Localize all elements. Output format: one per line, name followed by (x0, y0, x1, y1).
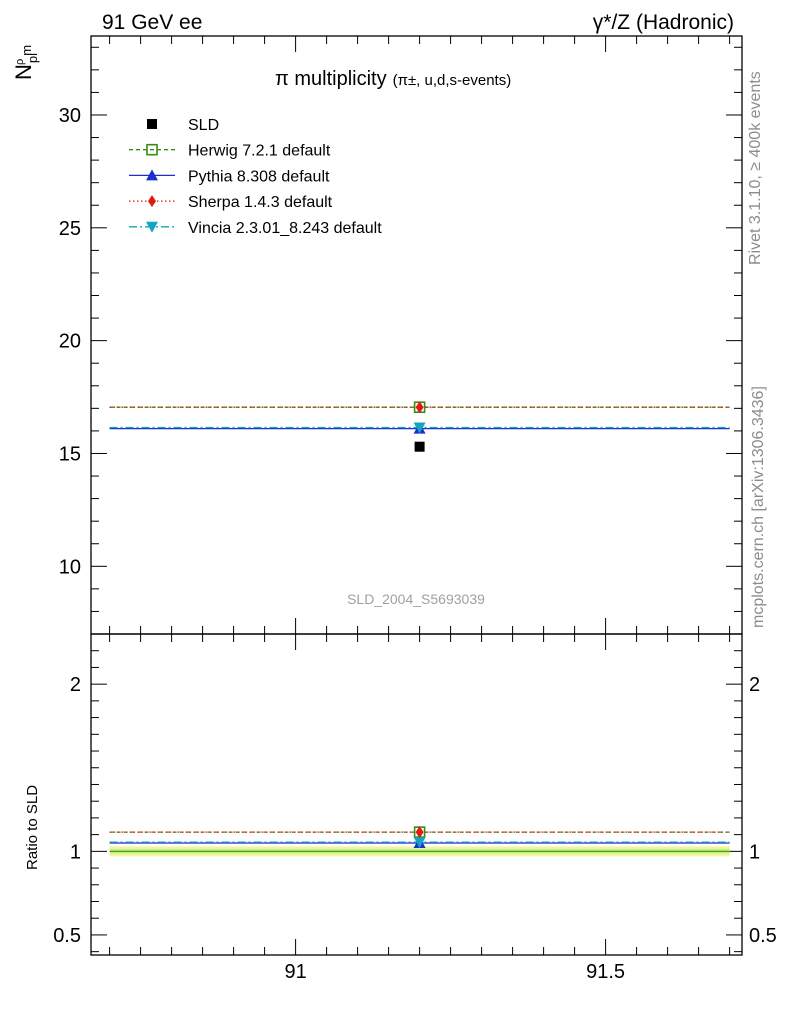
ratio-band (109, 846, 730, 857)
main-ytick-label: 25 (59, 218, 81, 240)
ratio-ytick-label-left: 0.5 (53, 925, 81, 947)
legend-label-sherpa: Sherpa 1.4.3 default (188, 194, 333, 211)
axis-ticks (91, 36, 742, 955)
legend-label-vincia: Vincia 2.3.01_8.243 default (188, 220, 382, 237)
legend-marker-herwig (146, 143, 158, 156)
legend-label-sld: SLD (188, 117, 219, 134)
legend-marker-sherpa (148, 195, 156, 208)
main-ytick-label: 15 (59, 443, 81, 465)
main-ylabel: Npiρm (11, 45, 40, 80)
legend: SLD Herwig 7.2.1 default Pythia 8.308 defa… (129, 117, 382, 237)
ratio-marker-sherpa (415, 826, 424, 839)
main-marker-vincia (413, 422, 426, 434)
main-ytick-label: 20 (59, 331, 81, 353)
main-ylabel-text: Npiρm (11, 45, 40, 80)
series-markers (413, 401, 426, 849)
legend-label-herwig: Herwig 7.2.1 default (188, 143, 331, 160)
ratio-marker-vincia (413, 837, 426, 849)
ratio-ytick-label-right: 1 (749, 841, 760, 863)
header-right: γ*/Z (Hadronic) (593, 11, 734, 34)
ratio-ytick-label-left: 1 (70, 841, 81, 863)
main-ytick-label: 30 (59, 105, 81, 127)
main-marker-sherpa (415, 401, 424, 414)
legend-marker-vincia (146, 221, 158, 233)
ratio-ytick-label-right: 2 (749, 674, 760, 696)
series-lines (109, 406, 730, 844)
analysis-watermark: SLD_2004_S5693039 (347, 591, 485, 607)
mcplots-label: mcplots.cern.ch [arXiv:1306.3436] (750, 386, 767, 628)
main-title: π multiplicity (π±, u,d,s-events) (275, 68, 511, 90)
ratio-ylabel: Ratio to SLD (24, 785, 41, 870)
ratio-xtick-label: 91 (284, 961, 306, 983)
ratio-frame (90, 633, 743, 956)
main-title-sub: (π±, u,d,s-events) (393, 72, 512, 89)
main-ytick-label: 10 (59, 556, 81, 578)
legend-label-pythia: Pythia 8.308 default (188, 168, 330, 185)
header-left: 91 GeV ee (102, 11, 202, 34)
main-marker-sld (414, 441, 425, 452)
tick-labels: 10 15 20 25 30 91 91.5 0.5 0.5 1 1 2 2 (53, 105, 777, 983)
ratio-ytick-label-right: 0.5 (749, 925, 777, 947)
main-title-text: π multiplicity (275, 68, 387, 90)
ratio-ytick-label-left: 2 (70, 674, 81, 696)
legend-marker-sld (147, 119, 157, 129)
rivet-label: Rivet 3.1.10, ≥ 400k events (747, 71, 764, 265)
legend-marker-pythia (146, 169, 158, 181)
ratio-xtick-label: 91.5 (586, 961, 625, 983)
